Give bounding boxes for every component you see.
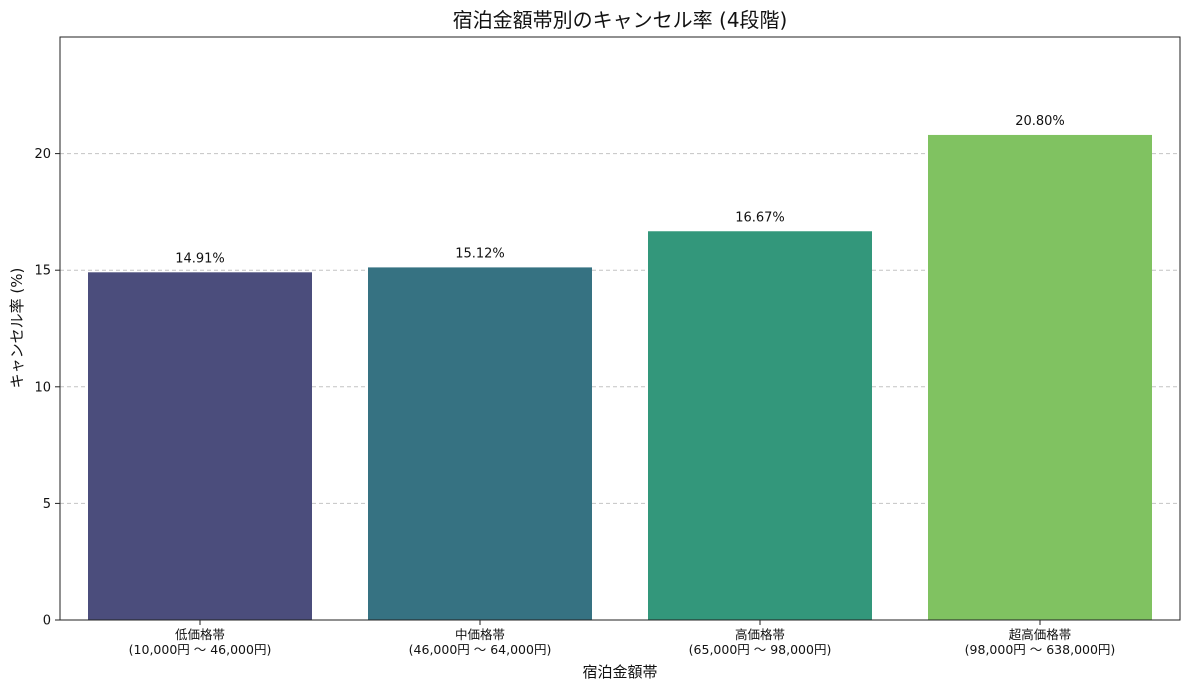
x-tick-label: 中価格帯(46,000円 〜 64,000円)	[409, 627, 552, 657]
bar	[928, 134, 1152, 620]
bar	[88, 272, 312, 620]
x-axis-label: 宿泊金額帯	[582, 663, 657, 681]
bar	[648, 231, 872, 620]
y-axis-label: キャンセル率 (%)	[8, 268, 26, 389]
x-tick-label: 低価格帯(10,000円 〜 46,000円)	[129, 627, 272, 657]
y-tick-label: 0	[43, 614, 51, 629]
y-tick-label: 20	[34, 147, 51, 162]
x-tick-label: 高価格帯(65,000円 〜 98,000円)	[689, 627, 832, 657]
x-axis-ticks: 低価格帯(10,000円 〜 46,000円) 中価格帯(46,000円 〜 64…	[129, 620, 1116, 657]
data-label: 16.67%	[735, 210, 785, 225]
y-tick-label: 15	[34, 264, 51, 279]
data-label-layer: 14.91% 15.12% 16.67% 20.80%	[175, 114, 1065, 266]
y-axis-ticks: 0 5 10 15 20	[34, 147, 60, 629]
data-label: 15.12%	[455, 246, 505, 261]
y-tick-label: 10	[34, 380, 51, 395]
bar	[368, 267, 592, 620]
plot-frame	[59, 36, 1181, 621]
data-label: 20.80%	[1015, 114, 1065, 129]
bar-layer	[88, 134, 1152, 620]
chart-title: 宿泊金額帯別のキャンセル率 (4段階)	[453, 8, 788, 32]
y-tick-label: 5	[43, 497, 51, 512]
x-tick-label: 超高価格帯(98,000円 〜 638,000円)	[965, 627, 1116, 657]
data-label: 14.91%	[175, 251, 225, 266]
